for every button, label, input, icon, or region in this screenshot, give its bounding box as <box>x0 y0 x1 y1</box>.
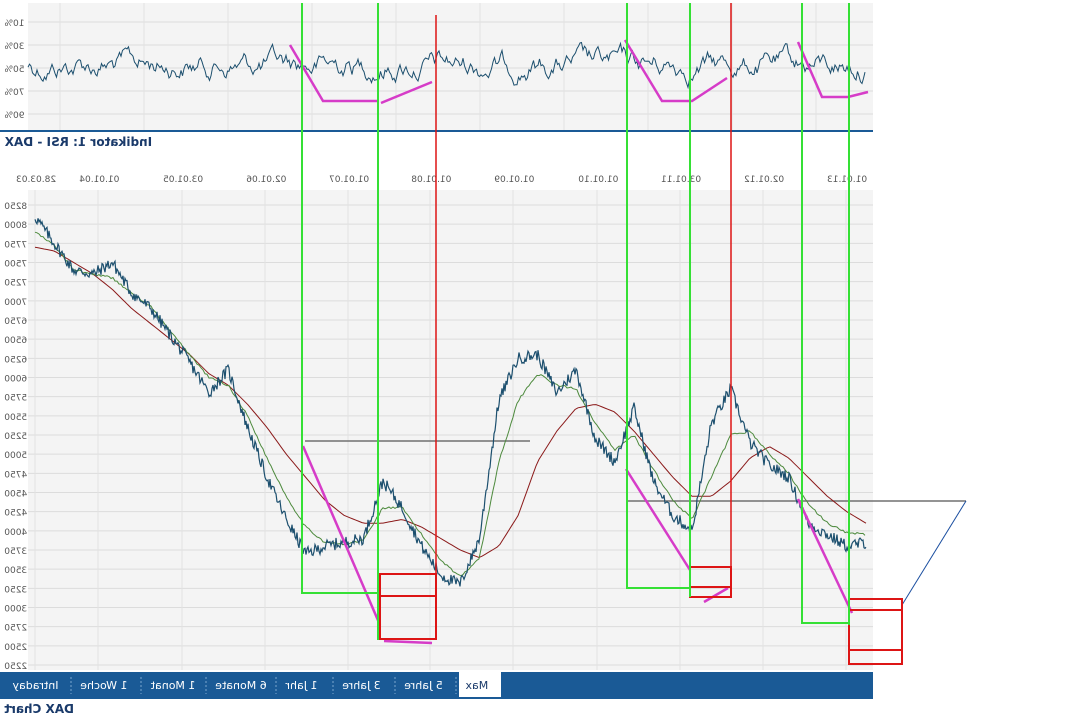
rsi-trendline <box>380 80 433 105</box>
price-tick-label: 8000 <box>4 221 27 231</box>
price-x-tick-label: 01.01.13 <box>827 175 867 185</box>
rsi-tick-label: 70% <box>4 88 24 98</box>
range-tab-label: 1 Monat <box>150 679 195 692</box>
rsi-panel-title: Indikator 1: RSI - DAX <box>4 135 152 149</box>
price-tick-label: 2500 <box>4 643 27 653</box>
rsi-tick-label: 10% <box>4 19 24 29</box>
rsi-trendline <box>623 39 728 103</box>
projection-line <box>901 500 967 606</box>
price-x-tick-label: 02.01.06 <box>246 175 286 185</box>
range-tab-bar <box>0 672 873 699</box>
range-tabs: Intraday 1 Woche 1 Monat 6 Monate 1 Jahr 3 Ja… <box>12 672 501 697</box>
range-tab-4[interactable]: 1 Jahr <box>275 677 317 694</box>
price-x-tick-label: 03.01.05 <box>163 175 203 185</box>
green-marker <box>801 3 849 624</box>
green-marker <box>626 3 690 589</box>
range-tab-label: 6 Monate <box>215 679 267 692</box>
price-tick-label: 3500 <box>4 566 27 576</box>
price-trendline <box>703 586 729 604</box>
price-tick-label: 7750 <box>4 240 27 250</box>
price-tick-label: 5000 <box>4 451 27 461</box>
price-tick-label: 4500 <box>4 490 27 500</box>
rsi-y-axis: 10% 30% 50% 70% 90% <box>4 19 24 121</box>
price-tick-label: 6000 <box>4 375 27 385</box>
price-x-tick-label: 01.01.08 <box>411 175 451 185</box>
green-marker <box>301 3 378 594</box>
price-tick-label: 6750 <box>4 317 27 327</box>
price-x-tick-label: 03.01.11 <box>661 175 701 185</box>
rsi-trendline <box>796 41 869 99</box>
range-tab-6[interactable]: 5 Jahre <box>394 677 443 694</box>
range-tab-label: Max <box>465 679 488 692</box>
price-series-line <box>34 218 867 587</box>
price-trendline <box>301 445 382 626</box>
consolidation-box <box>848 598 903 665</box>
price-panel <box>28 190 873 670</box>
price-tick-label: 4000 <box>4 528 27 538</box>
range-tab-5[interactable]: 3 Jahre <box>332 677 381 694</box>
price-tick-label: 5750 <box>4 394 27 404</box>
range-tab-label: Intraday <box>12 679 59 692</box>
chart-title: DAX Chart <box>4 702 74 716</box>
price-tick-label: 6500 <box>4 336 27 346</box>
price-y-axis: 8250 8000 7750 7500 7250 7000 6750 6500 6250 6000… <box>4 202 27 672</box>
range-tab-label: 1 Woche <box>80 679 127 692</box>
price-tick-label: 5250 <box>4 432 27 442</box>
price-x-tick-label: 01.01.10 <box>578 175 618 185</box>
range-tab-7[interactable]: Max <box>455 672 501 697</box>
price-tick-label: 6250 <box>4 355 27 365</box>
price-x-tick-label: 02.01.12 <box>744 175 784 185</box>
price-tick-label: 8250 <box>4 202 27 212</box>
selected-tab-bg <box>459 672 501 697</box>
price-tick-label: 7250 <box>4 279 27 289</box>
price-trendline <box>796 498 854 614</box>
price-tick-label: 3750 <box>4 547 27 557</box>
ma-short-line <box>34 231 866 577</box>
price-x-tick-label: 01.01.09 <box>494 175 534 185</box>
rsi-tick-label: 50% <box>4 65 24 75</box>
rsi-series-line <box>27 41 866 90</box>
price-tick-label: 4750 <box>4 470 27 480</box>
range-tab-2[interactable]: 1 Monat <box>140 677 195 694</box>
price-x-axis: 28.03.03 01.01.04 03.01.05 02.01.06 01.01.07… <box>16 175 867 185</box>
price-x-tick-label: 01.01.04 <box>79 175 119 185</box>
price-grid <box>28 190 873 670</box>
rsi-tick-label: 90% <box>4 111 24 121</box>
price-trendline <box>383 639 433 645</box>
red-boxes <box>379 566 903 665</box>
price-tick-label: 4250 <box>4 509 27 519</box>
rsi-tick-label: 30% <box>4 42 24 52</box>
price-x-tick-label: 01.01.07 <box>329 175 369 185</box>
range-tab-label: 3 Jahre <box>342 679 381 692</box>
price-tick-label: 2750 <box>4 624 27 634</box>
range-tab-label: 1 Jahr <box>285 679 317 692</box>
range-tab-3[interactable]: 6 Monate <box>205 677 267 694</box>
vertical-markers <box>301 3 850 640</box>
price-trendlines <box>301 445 854 645</box>
ma-long-line <box>34 246 867 559</box>
price-tick-label: 3250 <box>4 585 27 595</box>
price-tick-label: 2250 <box>4 662 27 672</box>
range-tab-1[interactable]: 1 Woche <box>70 677 127 694</box>
price-x-tick-label: 28.03.03 <box>16 175 56 185</box>
range-tab-label: 5 Jahre <box>404 679 443 692</box>
price-tick-label: 7500 <box>4 260 27 270</box>
price-tick-label: 5500 <box>4 413 27 423</box>
range-tab-0[interactable]: Intraday <box>12 679 59 692</box>
price-trendline <box>624 468 692 571</box>
price-tick-label: 3000 <box>4 605 27 615</box>
rsi-grid <box>28 3 873 130</box>
price-tick-label: 7000 <box>4 298 27 308</box>
